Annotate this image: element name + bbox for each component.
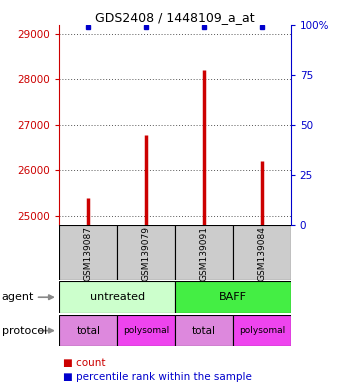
Bar (59, 225, 117, 280)
Text: untreated: untreated (90, 292, 145, 302)
Bar (117, 225, 175, 280)
Text: GSM139087: GSM139087 (84, 226, 93, 281)
Bar (59, 281, 175, 313)
Text: agent: agent (2, 292, 34, 302)
Bar (59, 315, 117, 346)
Bar (175, 281, 291, 313)
Text: BAFF: BAFF (219, 292, 247, 302)
Title: GDS2408 / 1448109_a_at: GDS2408 / 1448109_a_at (95, 11, 255, 24)
Text: ■ percentile rank within the sample: ■ percentile rank within the sample (63, 372, 252, 382)
Bar (175, 315, 233, 346)
Text: polysomal: polysomal (123, 326, 169, 335)
Text: protocol: protocol (2, 326, 47, 336)
Bar (175, 225, 233, 280)
Text: total: total (76, 326, 100, 336)
Text: GSM139091: GSM139091 (200, 226, 208, 281)
Text: GSM139084: GSM139084 (257, 226, 266, 281)
Text: ■ count: ■ count (63, 358, 105, 368)
Text: total: total (192, 326, 216, 336)
Bar (233, 225, 291, 280)
Text: polysomal: polysomal (239, 326, 285, 335)
Bar (233, 315, 291, 346)
Bar (117, 315, 175, 346)
Text: GSM139079: GSM139079 (142, 226, 151, 281)
